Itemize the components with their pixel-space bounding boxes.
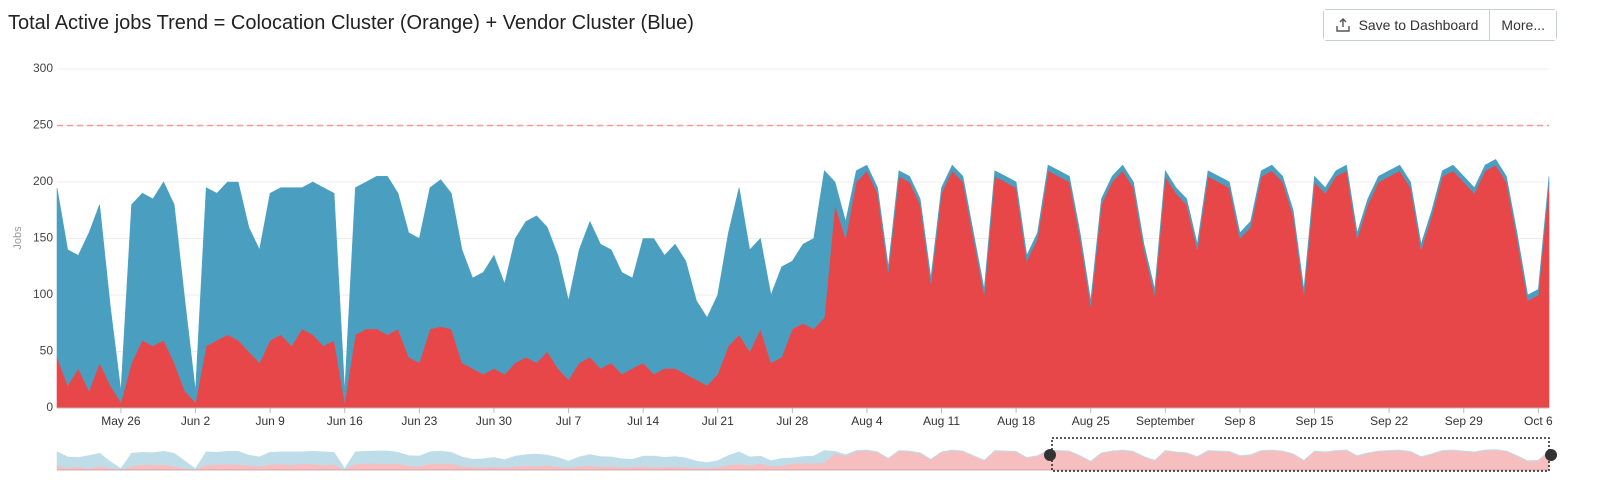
- navigator-handle: [1044, 449, 1056, 461]
- x-tick-label: Aug 18: [997, 414, 1035, 428]
- save-button[interactable]: Save to Dashboard: [1323, 10, 1490, 40]
- x-tick-label: Aug 11: [923, 414, 960, 428]
- x-tick-label: Aug 4: [851, 414, 883, 428]
- areas: [56, 449, 1550, 471]
- x-tick-label: September: [1136, 414, 1195, 428]
- x-tick-label: Jul 14: [627, 414, 659, 428]
- x-tick-label: Jun 16: [327, 414, 363, 428]
- y-tick-label: 200: [33, 174, 53, 188]
- x-tick-label: Sep 22: [1370, 414, 1408, 428]
- y-axis-label: Jobs: [12, 226, 24, 250]
- x-tick-label: Sep 8: [1224, 414, 1256, 428]
- x-tick-label: Oct 6: [1524, 414, 1553, 428]
- x-tick-label: Jun 30: [476, 414, 512, 428]
- y-tick-label: 100: [33, 287, 53, 301]
- x-tick-label: Jun 2: [181, 414, 211, 428]
- x-tick-label: Aug 25: [1072, 414, 1110, 428]
- chart-title: Total Active jobs Trend = Colocation Clu…: [8, 12, 694, 34]
- x-tick-label: Jul 28: [776, 414, 808, 428]
- y-tick-label: 150: [33, 231, 53, 245]
- x-tick-label: Sep 15: [1296, 414, 1334, 428]
- x-tick-label: Jul 21: [702, 414, 734, 428]
- y-tick-label: 300: [33, 61, 53, 75]
- x-tick-label: May 26: [101, 414, 141, 428]
- y-tick-label: 0: [46, 400, 53, 414]
- areas: [56, 159, 1550, 409]
- toolbar: Save to Dashboard More...: [1322, 9, 1557, 41]
- x-tick-label: Jul 7: [556, 414, 582, 428]
- x-tick-label: Sep 29: [1445, 414, 1483, 428]
- navigator-handle: [1545, 449, 1557, 461]
- save-label: Save to Dashboard: [1358, 17, 1479, 33]
- x-tick-label: Jun 23: [401, 414, 437, 428]
- x-tick-label: Jun 9: [255, 414, 285, 428]
- upload-icon: [1335, 18, 1350, 32]
- y-tick-label: 50: [40, 344, 54, 358]
- more-button[interactable]: More...: [1489, 10, 1556, 40]
- navigator: [56, 449, 1550, 471]
- area: [56, 159, 1550, 404]
- y-tick-label: 250: [33, 118, 53, 132]
